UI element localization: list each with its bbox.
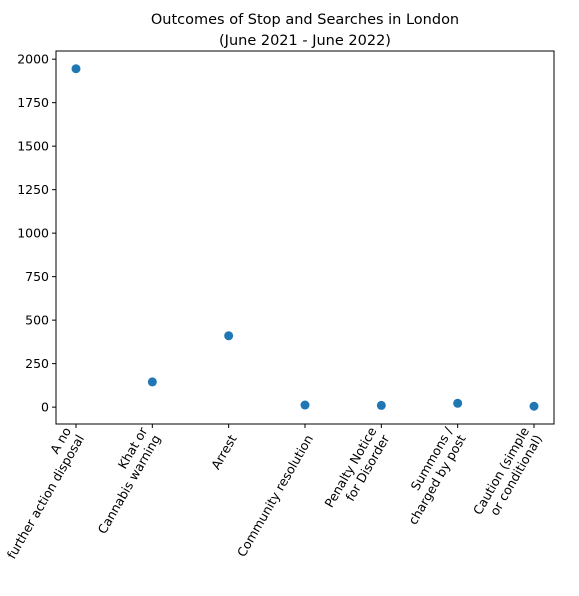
data-point <box>300 400 310 410</box>
y-tick-label: 1750 <box>17 95 49 110</box>
y-tick-label: 500 <box>25 313 49 328</box>
data-point <box>529 401 539 411</box>
y-tick-label: 1500 <box>17 139 49 154</box>
x-tick-label: A nofurther action disposal <box>0 425 87 562</box>
y-tick-label: 250 <box>25 356 49 371</box>
chart-title-line-1: Outcomes of Stop and Searches in London <box>151 12 459 28</box>
x-tick-label: Khat orCannabis warning <box>81 424 163 537</box>
chart-title: Outcomes of Stop and Searches in London … <box>151 12 459 49</box>
chart-title-line-2: (June 2021 - June 2022) <box>219 33 391 49</box>
plot-frame <box>55 50 555 425</box>
y-tick-label: 0 <box>41 400 49 415</box>
data-points <box>71 64 539 411</box>
y-tick-label: 2000 <box>17 52 49 67</box>
x-tick-label: Summons /charged by post <box>392 424 469 527</box>
y-tick-label: 1000 <box>17 226 49 241</box>
data-point <box>453 398 463 408</box>
y-tick-label: 1250 <box>17 182 49 197</box>
x-axis: A nofurther action disposal Khat orCannab… <box>0 424 545 562</box>
data-point <box>224 331 234 341</box>
data-point <box>71 64 81 74</box>
data-point <box>147 377 157 387</box>
x-tick-label: Community resolution <box>234 432 316 559</box>
x-tick-label: Arrest <box>208 432 240 472</box>
x-tick-label: Penalty Noticefor Disorder <box>321 424 392 518</box>
x-tick-label: Caution (simpleor conditional) <box>470 424 545 524</box>
y-tick-label: 750 <box>25 269 49 284</box>
y-axis: 0 250 500 750 1000 1250 1500 1750 2000 <box>17 52 56 415</box>
data-point <box>376 400 386 410</box>
